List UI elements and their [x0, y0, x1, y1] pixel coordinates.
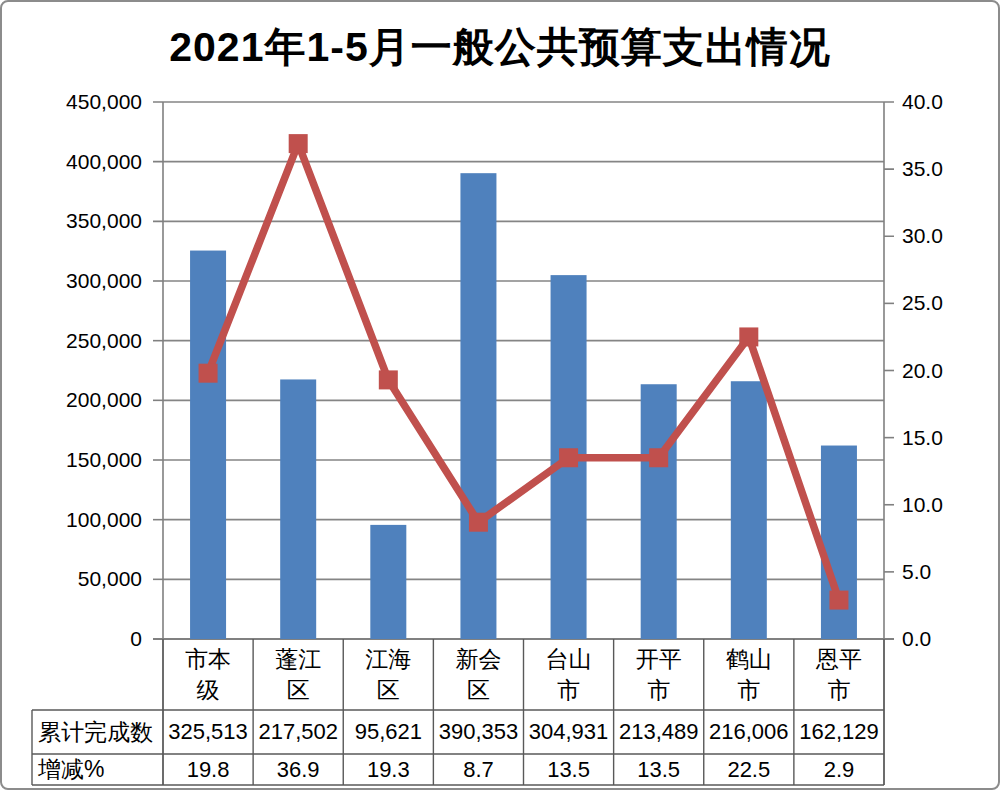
- right-axis-tick-label: 35.0: [902, 156, 982, 182]
- chart-labels-layer: 0 50,000 100,000 150,000 200,000 250,000 300,0…: [2, 2, 1000, 790]
- table-cell-r2-c3: 19.3: [343, 754, 433, 785]
- table-cell-r2-c4: 8.7: [433, 754, 523, 785]
- left-axis-tick-label: 350,000: [32, 208, 142, 234]
- table-cell-r2-c5: 13.5: [524, 754, 614, 785]
- right-axis-tick-label: 0.0: [902, 626, 982, 652]
- table-cell-r1-c8: 162,129: [794, 710, 884, 754]
- table-cell-r1-c3: 95,621: [343, 710, 433, 754]
- right-axis-tick-label: 5.0: [902, 559, 982, 585]
- left-axis-tick-label: 400,000: [32, 149, 142, 175]
- category-label-2: 蓬江 区: [253, 641, 343, 708]
- table-cell-r1-c2: 217,502: [253, 710, 343, 754]
- left-axis-tick-label: 100,000: [32, 507, 142, 533]
- category-label-8: 恩平 市: [794, 641, 884, 708]
- table-cell-r1-c6: 213,489: [614, 710, 704, 754]
- chart-frame: 2021年1-5月一般公共预算支出情况 050,000100,000150,00…: [0, 0, 1000, 790]
- left-axis-tick-label: 250,000: [32, 328, 142, 354]
- table-cell-r2-c7: 22.5: [704, 754, 794, 785]
- table-cell-r2-c2: 36.9: [253, 754, 343, 785]
- table-cell-r1-c1: 325,513: [163, 710, 253, 754]
- right-axis-tick-label: 20.0: [902, 358, 982, 384]
- right-axis-tick-label: 10.0: [902, 492, 982, 518]
- category-label-6: 开平 市: [614, 641, 704, 708]
- right-axis-tick-label: 15.0: [902, 425, 982, 451]
- table-cell-r2-c6: 13.5: [614, 754, 704, 785]
- right-axis-tick-label: 25.0: [902, 290, 982, 316]
- table-row-header-2: 增减%: [38, 754, 161, 785]
- table-row-header-1: 累计完成数: [38, 710, 161, 754]
- left-axis-tick-label: 150,000: [32, 447, 142, 473]
- category-label-1: 市本 级: [163, 641, 253, 708]
- left-axis-tick-label: 300,000: [32, 268, 142, 294]
- category-label-7: 鹤山 市: [704, 641, 794, 708]
- table-cell-r1-c4: 390,353: [433, 710, 523, 754]
- left-axis-tick-label: 0: [32, 626, 142, 652]
- table-cell-r1-c5: 304,931: [524, 710, 614, 754]
- right-axis-tick-label: 40.0: [902, 89, 982, 115]
- table-cell-r1-c7: 216,006: [704, 710, 794, 754]
- category-label-4: 新会 区: [433, 641, 523, 708]
- left-axis-tick-label: 50,000: [32, 566, 142, 592]
- category-label-3: 江海 区: [343, 641, 433, 708]
- left-axis-tick-label: 450,000: [32, 89, 142, 115]
- right-axis-tick-label: 30.0: [902, 223, 982, 249]
- left-axis-tick-label: 200,000: [32, 387, 142, 413]
- table-cell-r2-c1: 19.8: [163, 754, 253, 785]
- table-cell-r2-c8: 2.9: [794, 754, 884, 785]
- category-label-5: 台山 市: [524, 641, 614, 708]
